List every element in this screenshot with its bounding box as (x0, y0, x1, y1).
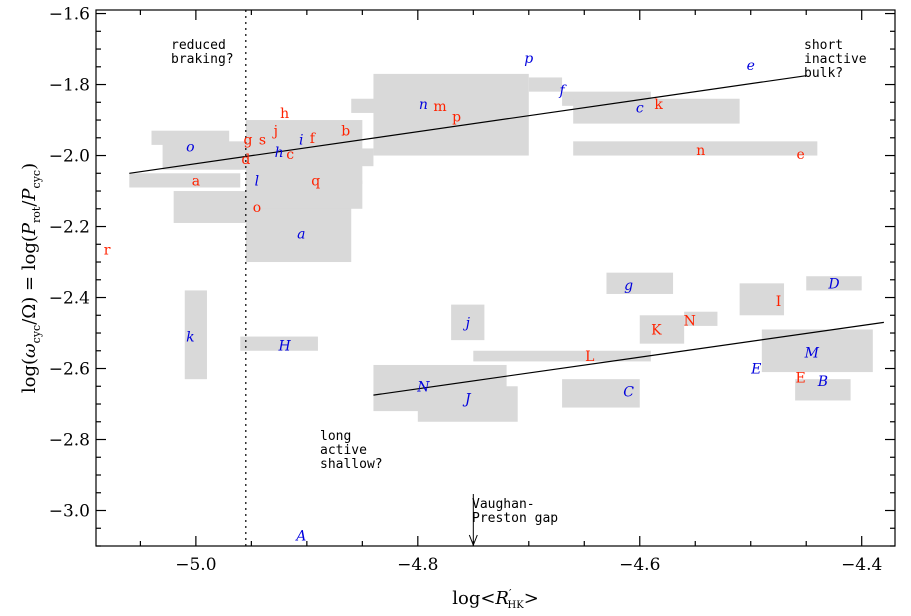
y-tick-label: −2.2 (49, 218, 90, 238)
point-label: j (272, 124, 278, 140)
y-tick-label: −2.6 (49, 360, 90, 380)
x-tick-label: −4.4 (841, 555, 882, 575)
point-label: m (433, 99, 446, 115)
uncertainty-box (573, 98, 740, 124)
point-label: a (192, 173, 200, 189)
uncertainty-box (739, 283, 785, 316)
uncertainty-boxes (129, 73, 873, 422)
x-tick-label: −4.6 (619, 555, 660, 575)
uncertainty-box (573, 141, 818, 156)
point-label: h (275, 145, 284, 161)
uncertainty-box (795, 379, 851, 401)
point-label: b (341, 124, 350, 140)
point-label: K (651, 322, 662, 338)
point-label: f (558, 83, 567, 99)
vaughan-preston-arrowhead (468, 534, 478, 547)
x-axis-label: log<R′ HK> (452, 587, 539, 611)
point-label: N (416, 379, 430, 395)
point-label: I (776, 294, 782, 310)
point-label: C (623, 385, 634, 401)
point-label: n (419, 97, 428, 113)
point-label: p (452, 109, 461, 125)
point-label: a (297, 227, 305, 243)
point-label: e (747, 58, 755, 74)
uncertainty-box (129, 173, 241, 188)
uncertainty-box (684, 311, 718, 326)
uncertainty-box (417, 386, 518, 422)
short-inactive-bulk-annotation: short inactive bulk? (804, 38, 867, 81)
x-tick-label: −5.0 (175, 555, 216, 575)
fit-line (129, 75, 807, 174)
uncertainty-box (528, 77, 563, 92)
point-label: o (253, 200, 261, 216)
uncertainty-box (639, 315, 685, 344)
uncertainty-box (806, 276, 862, 291)
uncertainty-box (151, 130, 230, 145)
uncertainty-box (351, 148, 374, 167)
x-tick-label: −4.8 (397, 555, 438, 575)
uncertainty-box (245, 120, 363, 184)
point-label: E (796, 370, 806, 386)
point-label: k (186, 330, 194, 346)
point-label: c (636, 101, 644, 117)
point-label: J (462, 392, 472, 408)
point-label: f (310, 131, 317, 147)
annotations: reduced braking? short inactive bulk? long act… (171, 38, 867, 547)
point-label: p (524, 51, 533, 67)
point-label: g (624, 278, 633, 294)
point-label: e (797, 147, 805, 163)
point-label: o (186, 140, 194, 156)
y-tick-label: −2.8 (49, 431, 90, 451)
uncertainty-box (245, 180, 363, 209)
uncertainty-box (240, 336, 318, 351)
uncertainty-box (473, 350, 651, 362)
y-tick-label: −1.8 (49, 76, 90, 96)
fit-lines (129, 10, 884, 546)
uncertainty-box (562, 379, 640, 408)
point-label: c (286, 147, 294, 163)
point-label: j (463, 315, 471, 331)
uncertainty-box (373, 73, 529, 156)
y-tick-label: −2.0 (49, 147, 90, 167)
point-label: A (294, 528, 306, 544)
vaughan-preston-gap-annotation: Vaughan-Preston gap (472, 497, 558, 526)
y-tick-label: −1.6 (49, 5, 90, 25)
long-active-shallow-annotation: long active shallow? (320, 429, 383, 472)
point-label: r (104, 243, 111, 259)
point-label: i (299, 133, 303, 149)
point-label: l (255, 173, 259, 189)
point-label: L (585, 349, 594, 365)
point-label: D (827, 276, 839, 292)
y-tick-label: −2.4 (49, 289, 90, 309)
point-label: M (804, 346, 820, 362)
point-label: s (259, 133, 266, 149)
y-tick-label: −3.0 (49, 502, 90, 522)
point-label: g (244, 133, 253, 149)
uncertainty-box (173, 191, 252, 223)
point-label: k (654, 97, 663, 113)
point-label: q (311, 173, 320, 189)
point-label: d (241, 152, 250, 168)
uncertainty-box (184, 290, 207, 380)
reduced-braking-annotation: reduced braking? (171, 38, 234, 67)
point-label: E (750, 362, 761, 378)
plot-frame (95, 9, 896, 547)
fit-line (373, 321, 884, 396)
point-label: h (280, 106, 289, 122)
axes: −5.0 −4.8 −4.6 −4.4 −1.6 −1.8 −2.0 −2.2 −2.4 −2.6… (19, 5, 896, 611)
uncertainty-box (162, 141, 252, 170)
point-label: n (696, 143, 705, 159)
point-label: B (817, 374, 828, 390)
y-axis-label: log(ωcyc/Ω) = log(Prot/Pcyc) (19, 163, 43, 393)
point-label: H (278, 338, 292, 354)
uncertainty-box (606, 272, 674, 294)
uncertainty-box (451, 304, 485, 341)
point-label: N (684, 314, 696, 330)
